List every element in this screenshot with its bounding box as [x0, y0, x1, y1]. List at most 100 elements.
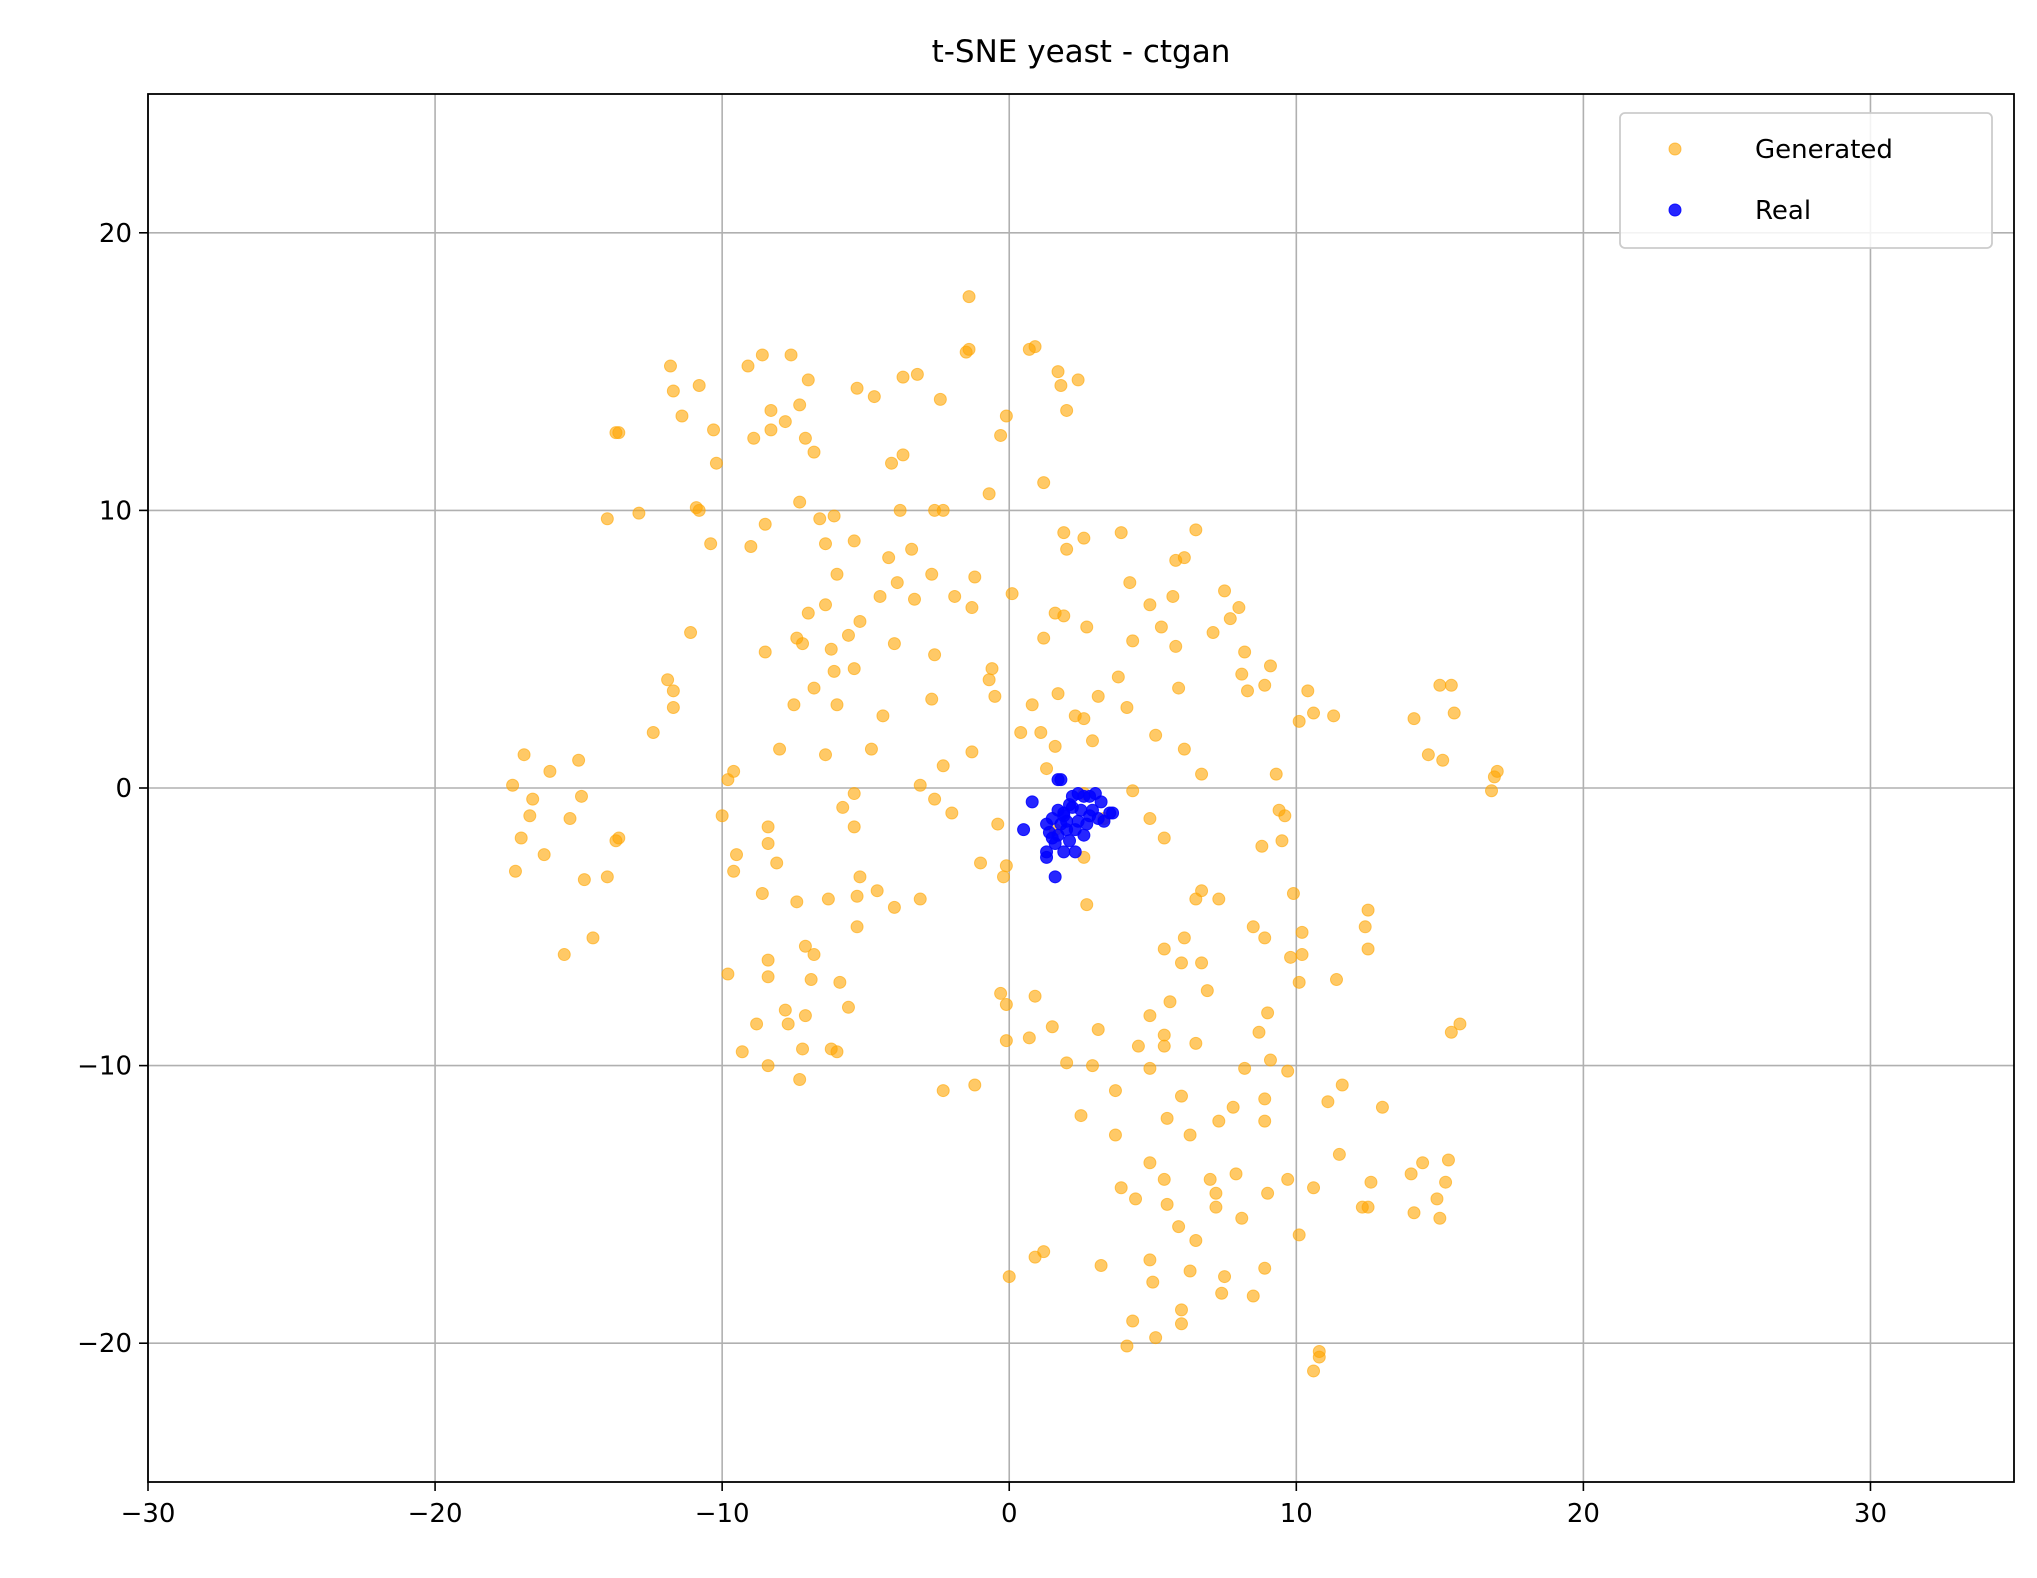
- data-point: [867, 390, 881, 404]
- data-point: [1091, 1023, 1105, 1037]
- data-point: [1060, 1056, 1074, 1070]
- data-point: [1149, 1331, 1163, 1345]
- data-point: [1183, 1264, 1197, 1278]
- data-point: [1235, 1211, 1249, 1225]
- data-point: [1157, 1028, 1171, 1042]
- data-point: [1051, 687, 1065, 701]
- data-point: [1169, 639, 1183, 653]
- data-point: [1080, 620, 1094, 634]
- data-point: [850, 889, 864, 903]
- data-point: [821, 892, 835, 906]
- data-point: [1433, 678, 1447, 692]
- data-point: [1433, 1211, 1447, 1225]
- data-point: [988, 689, 1002, 703]
- data-point: [876, 709, 890, 723]
- data-point: [991, 817, 1005, 831]
- data-point: [827, 509, 841, 523]
- chart-title: t-SNE yeast - ctgan: [932, 34, 1231, 70]
- data-point: [778, 1003, 792, 1017]
- x-tick-label: −20: [408, 1499, 463, 1529]
- data-point: [709, 456, 723, 470]
- data-point: [543, 764, 557, 778]
- data-point: [1085, 734, 1099, 748]
- data-point: [574, 789, 588, 803]
- data-point: [1177, 551, 1191, 565]
- data-point: [1034, 725, 1048, 739]
- data-point: [1246, 920, 1260, 934]
- data-point: [962, 342, 976, 356]
- data-point: [666, 700, 680, 714]
- data-point: [1189, 892, 1203, 906]
- data-point: [1057, 609, 1071, 623]
- data-point: [586, 931, 600, 945]
- data-point: [1407, 1206, 1421, 1220]
- data-point: [1255, 839, 1269, 853]
- data-point: [721, 773, 735, 787]
- data-point: [1292, 714, 1306, 728]
- data-point: [761, 953, 775, 967]
- data-point: [727, 864, 741, 878]
- data-point: [1490, 764, 1504, 778]
- data-point: [1123, 576, 1137, 590]
- data-point: [1278, 809, 1292, 823]
- data-point: [1361, 942, 1375, 956]
- data-point: [707, 423, 721, 437]
- data-point: [965, 745, 979, 759]
- data-point: [721, 967, 735, 981]
- data-point: [1258, 1114, 1272, 1128]
- data-point: [600, 870, 614, 884]
- data-point: [853, 870, 867, 884]
- data-point: [1085, 803, 1099, 817]
- x-tick-label: 20: [1567, 1499, 1600, 1529]
- data-point: [1335, 1078, 1349, 1092]
- data-point: [764, 403, 778, 417]
- data-point: [523, 809, 537, 823]
- data-point: [781, 1017, 795, 1031]
- data-point: [985, 662, 999, 676]
- data-point: [870, 884, 884, 898]
- data-point: [1042, 825, 1056, 839]
- data-point: [1361, 903, 1375, 917]
- data-point: [1174, 1303, 1188, 1317]
- data-point: [1295, 948, 1309, 962]
- data-point: [850, 381, 864, 395]
- data-point: [1025, 698, 1039, 712]
- data-point: [761, 1059, 775, 1073]
- data-point: [1068, 845, 1082, 859]
- data-point: [1037, 476, 1051, 490]
- data-point: [1292, 975, 1306, 989]
- data-point: [1143, 1009, 1157, 1023]
- data-point: [999, 409, 1013, 423]
- data-point: [1163, 995, 1177, 1009]
- data-point: [646, 725, 660, 739]
- data-point: [885, 456, 899, 470]
- data-point: [1146, 1275, 1160, 1289]
- data-point: [807, 445, 821, 459]
- data-point: [945, 806, 959, 820]
- data-point: [1212, 1114, 1226, 1128]
- data-point: [1189, 1036, 1203, 1050]
- x-tick-label: 10: [1280, 1499, 1313, 1529]
- data-point: [1361, 1200, 1375, 1214]
- data-point: [1172, 681, 1186, 695]
- data-point: [1246, 1289, 1260, 1303]
- data-point: [847, 534, 861, 548]
- x-tick-label: 0: [1001, 1499, 1018, 1529]
- data-point: [896, 370, 910, 384]
- data-point: [1040, 762, 1054, 776]
- data-point: [1206, 626, 1220, 640]
- data-point: [1261, 1186, 1275, 1200]
- data-point: [577, 873, 591, 887]
- data-point: [801, 606, 815, 620]
- data-point: [1051, 365, 1065, 379]
- data-point: [755, 886, 769, 900]
- data-point: [936, 759, 950, 773]
- data-point: [1223, 612, 1237, 626]
- data-point: [1054, 773, 1068, 787]
- data-point: [1060, 542, 1074, 556]
- data-point: [887, 900, 901, 914]
- data-point: [925, 567, 939, 581]
- data-point: [796, 1042, 810, 1056]
- data-point: [1307, 1181, 1321, 1195]
- data-point: [790, 895, 804, 909]
